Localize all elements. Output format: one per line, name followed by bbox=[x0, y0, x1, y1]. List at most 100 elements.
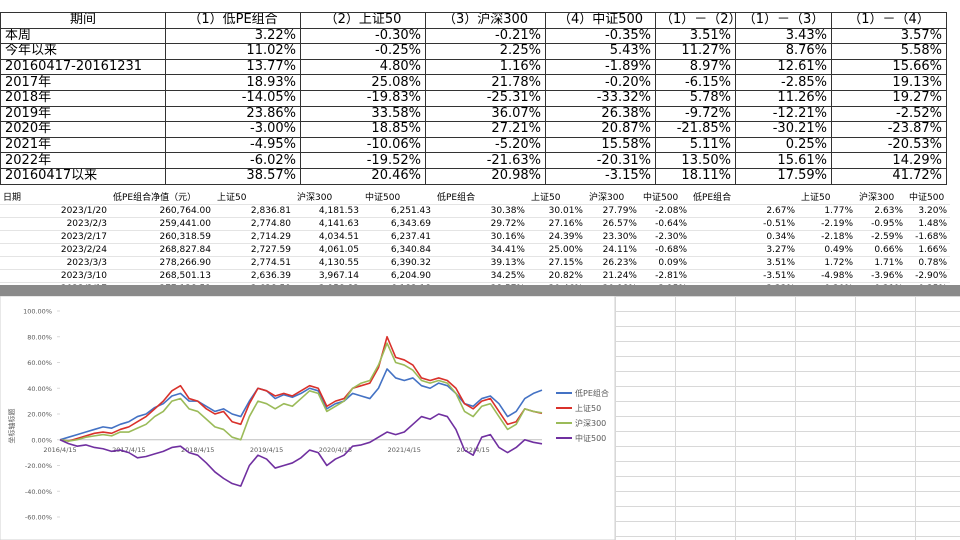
row: 2021年 -4.95% -10.06% -5.20% 15.58% 5.11% 0.25%… bbox=[0, 136, 947, 154]
cell: -2.52% bbox=[831, 105, 947, 123]
cell: 8.97% bbox=[655, 58, 736, 76]
cell: 1.71% bbox=[856, 256, 906, 270]
cell: 0.25% bbox=[735, 136, 832, 154]
cell: -0.30% bbox=[300, 27, 426, 45]
cell: -20.53% bbox=[831, 136, 947, 154]
x-tick-label: 2017/4/15 bbox=[112, 446, 145, 454]
y-tick-label: -20.00% bbox=[25, 462, 52, 470]
cell: -30.21% bbox=[735, 121, 832, 138]
legend-label: 上证50 bbox=[575, 404, 601, 413]
cell: -23.87% bbox=[831, 121, 947, 138]
cell: 沪深300 bbox=[586, 192, 640, 205]
cell: 0.66% bbox=[856, 243, 906, 257]
cell: 5.43% bbox=[545, 43, 656, 60]
cell: 26.38% bbox=[545, 105, 656, 123]
cell: 3.22% bbox=[165, 27, 301, 45]
cell: 24.11% bbox=[586, 243, 640, 257]
cell: -20.31% bbox=[545, 152, 656, 169]
cell: 1.72% bbox=[798, 256, 856, 270]
cell: 沪深300 bbox=[856, 192, 906, 205]
cell: 41.72% bbox=[831, 167, 947, 185]
cell: 3.43% bbox=[735, 27, 832, 45]
cell: -4.98% bbox=[798, 269, 856, 283]
cell: 27.16% bbox=[528, 217, 586, 231]
cell: 2020年 bbox=[0, 121, 166, 138]
cell: 上证50 bbox=[528, 192, 586, 205]
cell: 11.27% bbox=[655, 43, 736, 60]
cell: 39.13% bbox=[434, 256, 528, 270]
cell: 中证500 bbox=[640, 192, 690, 205]
cell: （1）－（4） bbox=[831, 12, 947, 29]
cell: -12.21% bbox=[735, 105, 832, 123]
cell: -2.59% bbox=[856, 230, 906, 244]
cell: -2.30% bbox=[640, 230, 690, 244]
cell: -2.08% bbox=[640, 204, 690, 218]
cell: 20160417以来 bbox=[0, 167, 166, 185]
cell: -0.35% bbox=[545, 27, 656, 45]
legend-label: 低PE组合 bbox=[575, 388, 609, 398]
legend-label: 沪深300 bbox=[575, 418, 606, 428]
cell: 本周 bbox=[0, 27, 166, 45]
cell: 5.78% bbox=[655, 89, 736, 107]
row: 2018年 -14.05% -19.83% -25.31% -33.32% 5.78% 11… bbox=[0, 89, 947, 107]
cell: 23.30% bbox=[586, 230, 640, 244]
cell: 2023/2/3 bbox=[0, 217, 110, 231]
cell: 20.82% bbox=[528, 269, 586, 283]
cell: -2.90% bbox=[906, 269, 950, 283]
cell: 268,501.13 bbox=[110, 269, 214, 283]
cell: 5.11% bbox=[655, 136, 736, 154]
cell: 6,204.90 bbox=[362, 269, 434, 283]
cell: 2023/3/10 bbox=[0, 269, 110, 283]
cell: 11.26% bbox=[735, 89, 832, 107]
cell: 日期 bbox=[0, 192, 110, 205]
cell: 2,774.51 bbox=[214, 256, 294, 270]
cell: 12.61% bbox=[735, 58, 832, 76]
cell: 26.23% bbox=[586, 256, 640, 270]
y-tick-label: 100.00% bbox=[23, 308, 52, 316]
cell: 3,967.14 bbox=[294, 269, 362, 283]
cell: 4,034.51 bbox=[294, 230, 362, 244]
cell: 25.00% bbox=[528, 243, 586, 257]
cell: -6.15% bbox=[655, 74, 736, 91]
row: 2019年 23.86% 33.58% 36.07% 26.38% -9.72% -12.2… bbox=[0, 105, 947, 123]
cell: 259,441.00 bbox=[110, 217, 214, 231]
row: 20160417以来 38.57% 20.46% 20.98% -3.15% 18.11%… bbox=[0, 167, 947, 185]
row: 2022年 -6.02% -19.52% -21.63% -20.31% 13.50% 15… bbox=[0, 152, 947, 169]
cell: 2023/3/3 bbox=[0, 256, 110, 270]
cell: 13.77% bbox=[165, 58, 301, 76]
chart: 坐标轴标题 -60.00% -40.00% -20.00% 0.00% 20.00% 40… bbox=[0, 296, 615, 540]
cell: -19.83% bbox=[300, 89, 426, 107]
cell: 0.34% bbox=[690, 230, 798, 244]
cell: 20.87% bbox=[545, 121, 656, 138]
cell: 5.58% bbox=[831, 43, 947, 60]
sheet-grid bbox=[615, 296, 960, 540]
cell: 278,266.90 bbox=[110, 256, 214, 270]
cell: 6,390.32 bbox=[362, 256, 434, 270]
cell: 36.07% bbox=[425, 105, 546, 123]
cell: 2.63% bbox=[856, 204, 906, 218]
cell: 低PE组合净值（元） bbox=[110, 192, 214, 205]
cell: 2,774.80 bbox=[214, 217, 294, 231]
y-tick-label: 40.00% bbox=[27, 385, 52, 393]
cell: -1.89% bbox=[545, 58, 656, 76]
divider bbox=[0, 285, 960, 296]
cell: 1.77% bbox=[798, 204, 856, 218]
cell: 今年以来 bbox=[0, 43, 166, 60]
cell: -5.20% bbox=[425, 136, 546, 154]
cell: 30.38% bbox=[434, 204, 528, 218]
cell: -14.05% bbox=[165, 89, 301, 107]
cell: 34.41% bbox=[434, 243, 528, 257]
cell: （1）－（2） bbox=[655, 12, 736, 29]
y-tick-label: 20.00% bbox=[27, 411, 52, 419]
cell: 2,714.29 bbox=[214, 230, 294, 244]
cell: 23.86% bbox=[165, 105, 301, 123]
cell: -0.68% bbox=[640, 243, 690, 257]
x-tick-label: 2018/4/15 bbox=[181, 446, 214, 454]
x-tick-label: 2022/4/15 bbox=[456, 446, 489, 454]
cell: 2.25% bbox=[425, 43, 546, 60]
cell: 0.49% bbox=[798, 243, 856, 257]
cell: 6,340.84 bbox=[362, 243, 434, 257]
cell: 6,343.69 bbox=[362, 217, 434, 231]
cell: 34.25% bbox=[434, 269, 528, 283]
